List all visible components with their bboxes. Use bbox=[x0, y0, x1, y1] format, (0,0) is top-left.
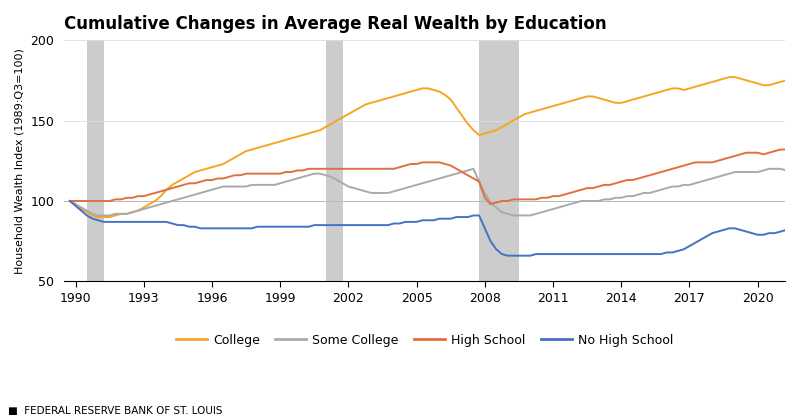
Text: ■  FEDERAL RESERVE BANK OF ST. LOUIS: ■ FEDERAL RESERVE BANK OF ST. LOUIS bbox=[8, 406, 222, 416]
Bar bbox=[479, 40, 519, 281]
Text: Cumulative Changes in Average Real Wealth by Education: Cumulative Changes in Average Real Wealt… bbox=[64, 15, 606, 33]
Bar bbox=[326, 40, 342, 281]
Legend: College, Some College, High School, No High School: College, Some College, High School, No H… bbox=[170, 329, 678, 352]
Y-axis label: Household Wealth Index (1989:Q3=100): Household Wealth Index (1989:Q3=100) bbox=[15, 48, 25, 274]
Bar bbox=[87, 40, 104, 281]
